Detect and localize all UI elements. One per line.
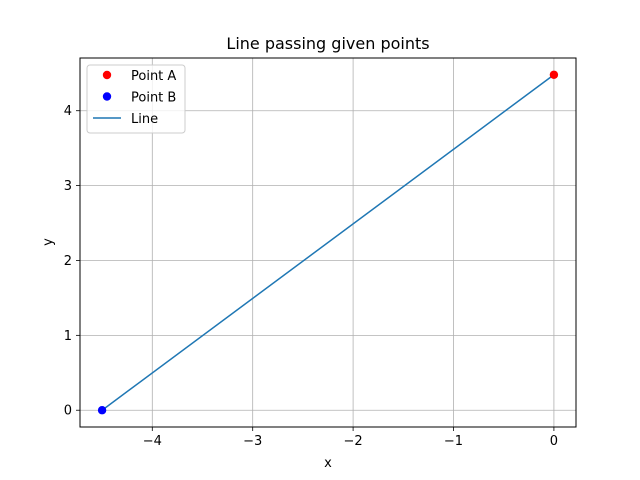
y-axis-label: y (41, 238, 56, 246)
legend-marker (102, 92, 112, 101)
y-tick-label: 4 (64, 104, 72, 119)
legend-label: Point B (131, 91, 176, 106)
x-tick-label: −1 (444, 434, 463, 449)
x-tick-label: −2 (344, 434, 363, 449)
legend-label: Point A (131, 69, 176, 84)
y-tick-label: 3 (64, 179, 72, 194)
y-tick-label: 1 (64, 329, 72, 344)
data-point-point-a (549, 70, 559, 79)
series-line (101, 74, 555, 411)
legend-label: Line (131, 112, 158, 127)
y-tick-label: 0 (64, 404, 72, 419)
legend-box (86, 64, 186, 134)
x-tick-label: −3 (243, 434, 262, 449)
plot-series (97, 70, 559, 415)
x-tick-label: 0 (550, 434, 558, 449)
legend: Point A Point B Line (86, 64, 186, 134)
x-axis-label: x (324, 456, 332, 471)
legend-marker (102, 70, 112, 80)
grid (80, 58, 576, 427)
axis-ticks: −4 −3 −2 −1 0 0 1 2 3 4 (64, 104, 558, 449)
y-tick-label: 2 (64, 254, 72, 269)
axes-frame (79, 57, 577, 428)
data-point-point-b (97, 406, 107, 415)
x-tick-label: −4 (143, 434, 162, 449)
chart-title: Line passing given points (226, 34, 429, 53)
